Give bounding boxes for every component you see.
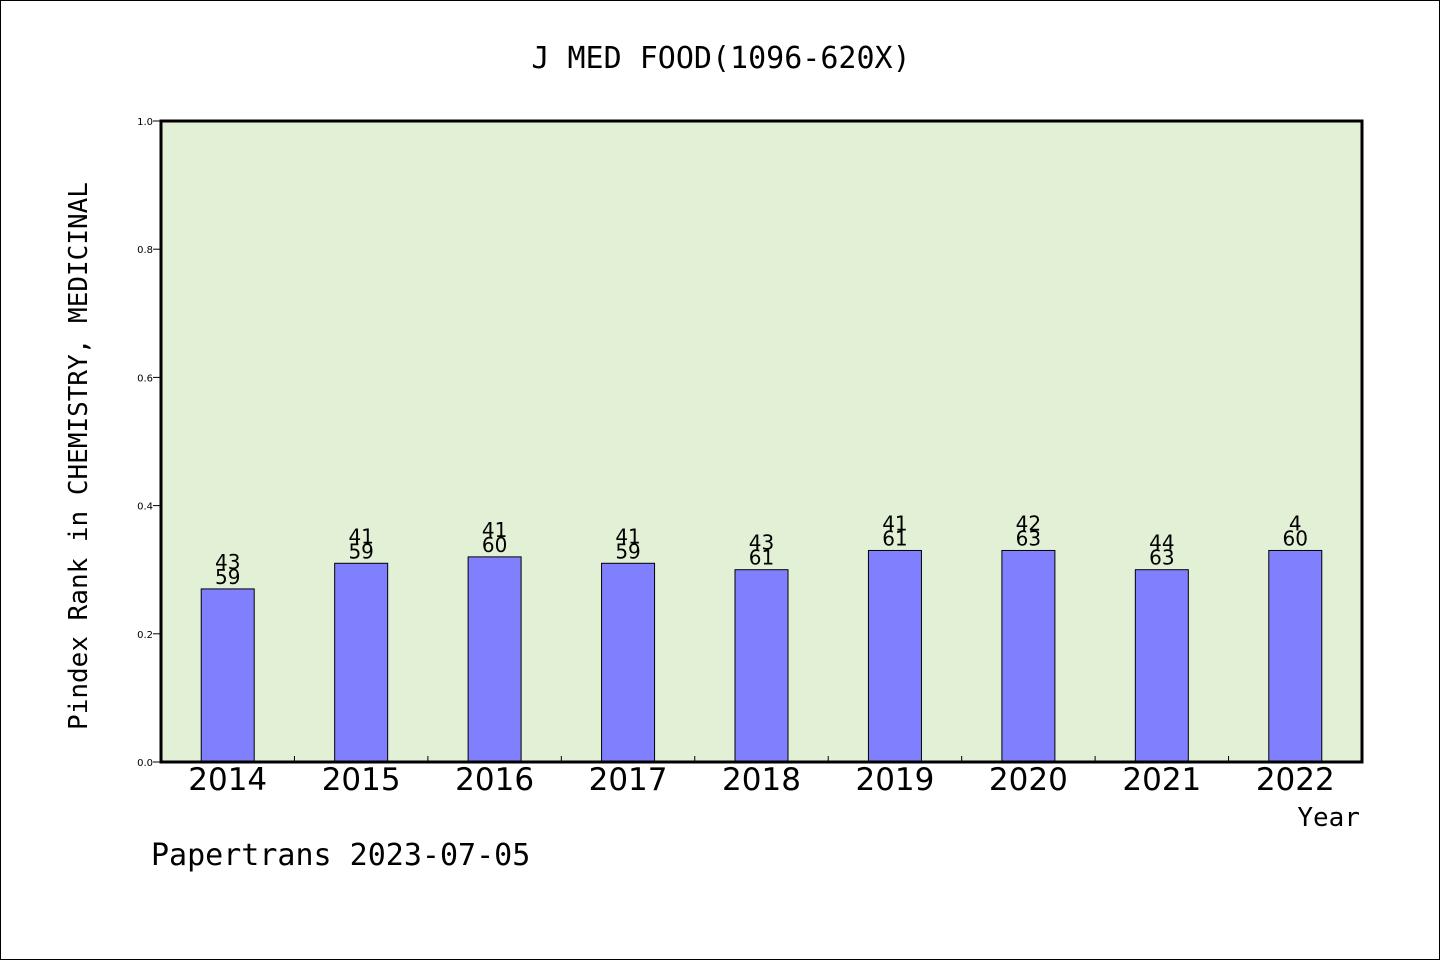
plot-border (159, 119, 1364, 764)
bar-total-label: 63 (1149, 546, 1174, 570)
bar-rank-label: 43 (215, 550, 240, 574)
bar-total-label: 60 (1283, 526, 1308, 550)
x-tick-label: 2019 (855, 762, 934, 798)
x-tick-label: 2017 (589, 762, 668, 798)
bar (1001, 549, 1056, 763)
bar (1268, 549, 1323, 763)
bar-rank-label: 44 (1149, 531, 1174, 555)
bar-rank-label: 42 (1016, 511, 1041, 535)
x-tick-label: 2015 (322, 762, 401, 798)
x-tick-label: 2021 (1122, 762, 1201, 798)
y-tick-label: 0.0 (137, 758, 153, 769)
bar (334, 562, 389, 763)
bar-total-label: 63 (1016, 526, 1041, 550)
x-axis-ticks: 2014 2015 2016 2017 2018 2019 2020 2021 2022 (188, 756, 1335, 798)
x-tick-label: 2020 (989, 762, 1068, 798)
y-tick-label: 0.6 (137, 373, 153, 384)
x-tick-label: 2018 (722, 762, 801, 798)
bar (734, 569, 789, 763)
bar-rank-label: 43 (749, 531, 774, 555)
y-axis-label: Pindex Rank in CHEMISTRY, MEDICINAL (64, 182, 94, 730)
bar (1134, 569, 1189, 763)
x-tick-label: 2014 (188, 762, 267, 798)
bar-rank-label: 4 (1289, 511, 1302, 535)
bar-rank-label: 41 (615, 524, 640, 548)
x-tick-label: 2022 (1256, 762, 1335, 798)
chart-title: J MED FOOD(1096-620X) (531, 41, 910, 76)
bar-rank-label: 41 (348, 524, 373, 548)
bar-total-label: 61 (882, 526, 907, 550)
y-tick-label: 1.0 (137, 117, 153, 128)
x-axis-label: Year (1297, 803, 1360, 833)
y-tick-label: 0.8 (137, 245, 153, 256)
bar (200, 588, 255, 763)
y-tick-label: 0.2 (137, 630, 153, 641)
bar-total-label: 59 (215, 565, 240, 589)
y-axis-ticks: 0.0 0.2 0.4 0.6 0.8 1.0 (137, 117, 161, 769)
bar-total-label: 61 (749, 546, 774, 570)
bar-rank-label: 41 (882, 511, 907, 535)
bar-total-label: 59 (615, 539, 640, 563)
bar (601, 562, 656, 763)
bar-rank-label: 41 (482, 518, 507, 542)
x-tick-label: 2016 (455, 762, 534, 798)
bar-total-label: 59 (348, 539, 373, 563)
y-tick-label: 0.4 (137, 502, 153, 513)
bar (867, 549, 922, 763)
bar-total-label: 60 (482, 533, 507, 557)
bar (467, 556, 522, 763)
footer-credit: Papertrans 2023-07-05 (151, 838, 530, 873)
